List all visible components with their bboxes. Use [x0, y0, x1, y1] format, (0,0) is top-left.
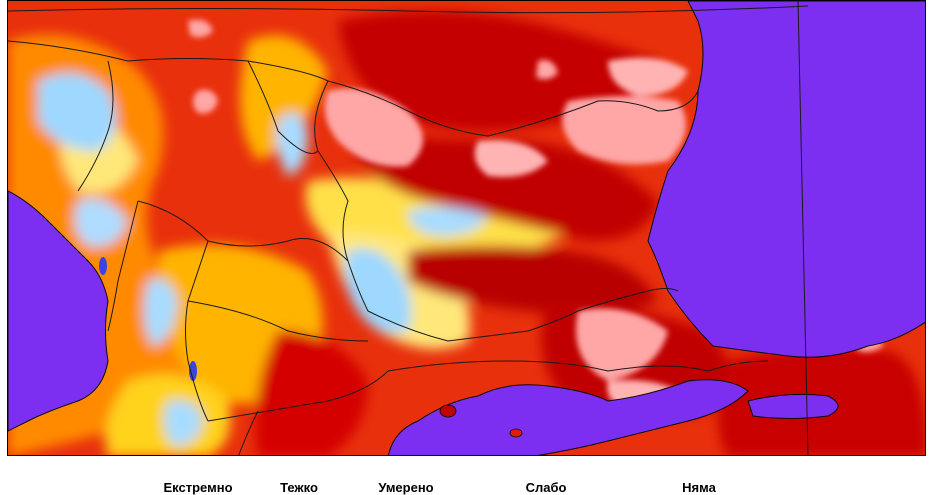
drought-map [7, 0, 926, 456]
lake [189, 361, 197, 381]
legend-label-extreme: Екстремно [163, 480, 233, 495]
black-sea [647, 1, 925, 358]
legend-label-weak: Слабо [525, 480, 567, 495]
country-borders [8, 1, 809, 455]
island [509, 428, 523, 438]
legend: Екстремно Тежко Умерено Слабо Няма [0, 456, 933, 495]
marmara-sea [747, 393, 839, 419]
map-canvas [8, 1, 925, 455]
adriatic-sea [8, 190, 109, 432]
lake [99, 257, 107, 275]
legend-label-moderate: Умерено [378, 480, 434, 495]
island [439, 404, 457, 418]
drought-field [8, 11, 925, 455]
legend-label-none: Няма [682, 480, 716, 495]
aegean-sea [387, 379, 749, 455]
legend-label-severe: Тежко [280, 480, 318, 495]
